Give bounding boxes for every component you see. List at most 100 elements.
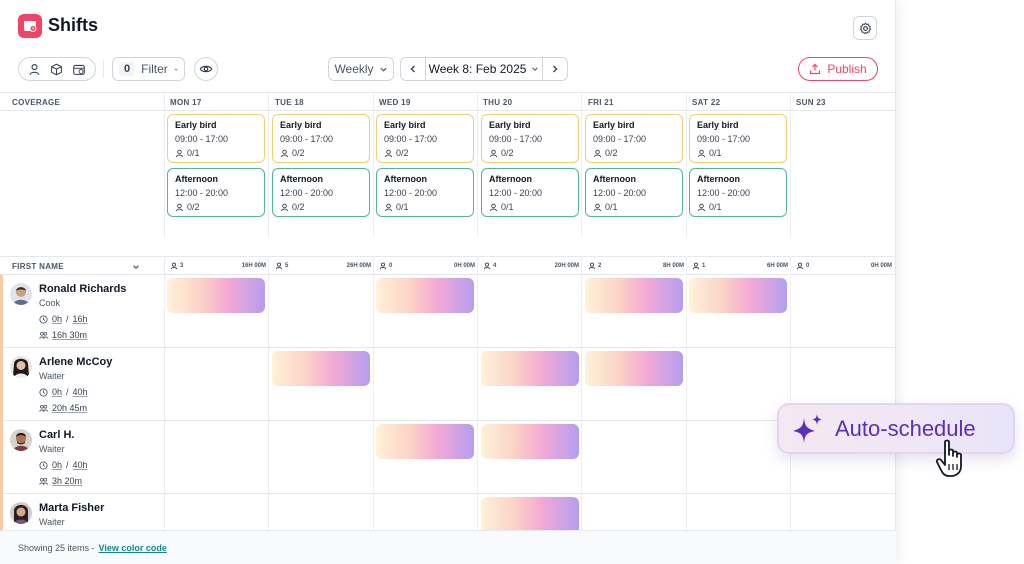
shift-card-early-sat[interactable]: Early bird 09:00 - 17:00 0/1 [689,114,787,163]
employee-hours: 0h / 40h [39,387,88,397]
shift-card-early-tue[interactable]: Early bird 09:00 - 17:00 0/2 [272,114,370,163]
grid-line [477,92,478,238]
shift-count: 0/1 [175,146,257,160]
shift-count: 0/2 [280,200,362,214]
shift-block[interactable] [376,424,474,459]
grid-line [268,92,269,238]
toolbar-divider [103,60,104,78]
grid-line [164,256,165,530]
shift-block[interactable] [481,351,579,386]
column-count: 0 [806,263,810,269]
people-icon [39,404,48,412]
grid-line [373,256,374,530]
week-select[interactable]: Week 8: Feb 2025 [425,58,543,80]
shift-count: 0/1 [697,200,779,214]
people-icon [280,203,289,211]
shift-title: Early bird [280,120,322,130]
person-icon[interactable] [28,63,41,76]
employee-hours: 0h / 40h [39,460,88,470]
avatar [10,429,32,451]
column-hours: 0H 00M [453,263,475,269]
auto-schedule-button[interactable]: Auto-schedule [777,403,1015,454]
people-icon [275,262,283,270]
column-stats-thu: 4 20H 00M [483,261,579,271]
shift-block[interactable] [481,497,579,530]
shift-time: 12:00 - 20:00 [593,188,647,198]
view-mode-label: Weekly [334,62,374,76]
column-hours: 16H 00M [241,263,266,269]
shift-count-value: 0/1 [396,202,409,212]
shift-count-value: 0/2 [187,202,200,212]
shift-card-afternoon-wed[interactable]: Afternoon 12:00 - 20:00 0/1 [376,168,474,217]
shift-block[interactable] [272,351,370,386]
employee-planned: 20h 45m [39,403,87,413]
employee-role: Cook [39,298,61,308]
shift-card-early-thu[interactable]: Early bird 09:00 - 17:00 0/2 [481,114,579,163]
people-icon [170,262,178,270]
people-icon [796,262,804,270]
first-name-sort-header[interactable]: FIRST NAME [12,262,140,271]
shift-title: Afternoon [697,174,740,184]
shift-count-value: 0/1 [605,202,618,212]
shift-card-afternoon-sat[interactable]: Afternoon 12:00 - 20:00 0/1 [689,168,787,217]
shift-count-value: 0/2 [292,202,305,212]
column-hours: 20H 00M [554,263,579,269]
view-color-code-link[interactable]: View color code [98,543,167,553]
shift-card-early-fri[interactable]: Early bird 09:00 - 17:00 0/2 [585,114,683,163]
shift-block[interactable] [167,278,265,313]
clock-icon [39,460,48,470]
filter-label: Filter [141,62,168,76]
visibility-button[interactable] [194,57,218,81]
people-icon [39,331,48,339]
shift-block[interactable] [585,351,683,386]
day-header-wed: WED 19 [379,98,411,107]
hours-done: 0h [52,387,63,397]
shift-count: 0/2 [489,146,571,160]
employee-planned: 16h 30m [39,330,87,340]
shift-card-afternoon-thu[interactable]: Afternoon 12:00 - 20:00 0/1 [481,168,579,217]
people-icon [489,149,498,157]
previous-week-button[interactable] [401,58,425,80]
shift-count-value: 0/1 [709,202,722,212]
shifts-logo-icon [18,14,42,38]
settings-button[interactable] [853,16,877,40]
shift-card-afternoon-tue[interactable]: Afternoon 12:00 - 20:00 0/2 [272,168,370,217]
shift-card-early-mon[interactable]: Early bird 09:00 - 17:00 0/1 [167,114,265,163]
publish-button[interactable]: Publish [798,57,878,81]
column-count: 5 [285,263,289,269]
shift-title: Early bird [489,120,531,130]
people-icon [593,149,602,157]
next-week-button[interactable] [543,58,567,80]
shift-time: 12:00 - 20:00 [489,188,543,198]
shift-time: 12:00 - 20:00 [697,188,751,198]
auto-schedule-label: Auto-schedule [835,415,976,441]
people-icon [280,149,289,157]
filter-button[interactable]: 0 Filter [112,57,185,81]
shift-block[interactable] [481,424,579,459]
shift-card-afternoon-mon[interactable]: Afternoon 12:00 - 20:00 0/2 [167,168,265,217]
shift-count: 0/2 [384,146,466,160]
employee-name: Carl H. [39,429,75,441]
chevron-down-icon [379,67,387,72]
grid-line [0,256,896,257]
shift-title: Early bird [593,120,635,130]
shift-card-afternoon-fri[interactable]: Afternoon 12:00 - 20:00 0/1 [585,168,683,217]
calendar-icon[interactable] [72,63,86,76]
shift-card-early-wed[interactable]: Early bird 09:00 - 17:00 0/2 [376,114,474,163]
view-mode-select[interactable]: Weekly [328,57,394,81]
shift-count-value: 0/2 [396,148,409,158]
grid-line [0,110,896,111]
cube-icon[interactable] [50,63,63,76]
people-icon [379,262,387,270]
column-stats-fri: 2 8H 00M [588,261,684,271]
employee-name: Ronald Richards [39,283,127,295]
column-count: 4 [493,263,497,269]
shift-time: 09:00 - 17:00 [280,134,334,144]
shift-count-value: 0/1 [501,202,514,212]
shift-block[interactable] [689,278,787,313]
shift-block[interactable] [376,278,474,313]
column-stats-sat: 1 6H 00M [692,261,788,271]
hand-cursor-icon [935,439,962,477]
shift-title: Afternoon [175,174,218,184]
shift-block[interactable] [585,278,683,313]
